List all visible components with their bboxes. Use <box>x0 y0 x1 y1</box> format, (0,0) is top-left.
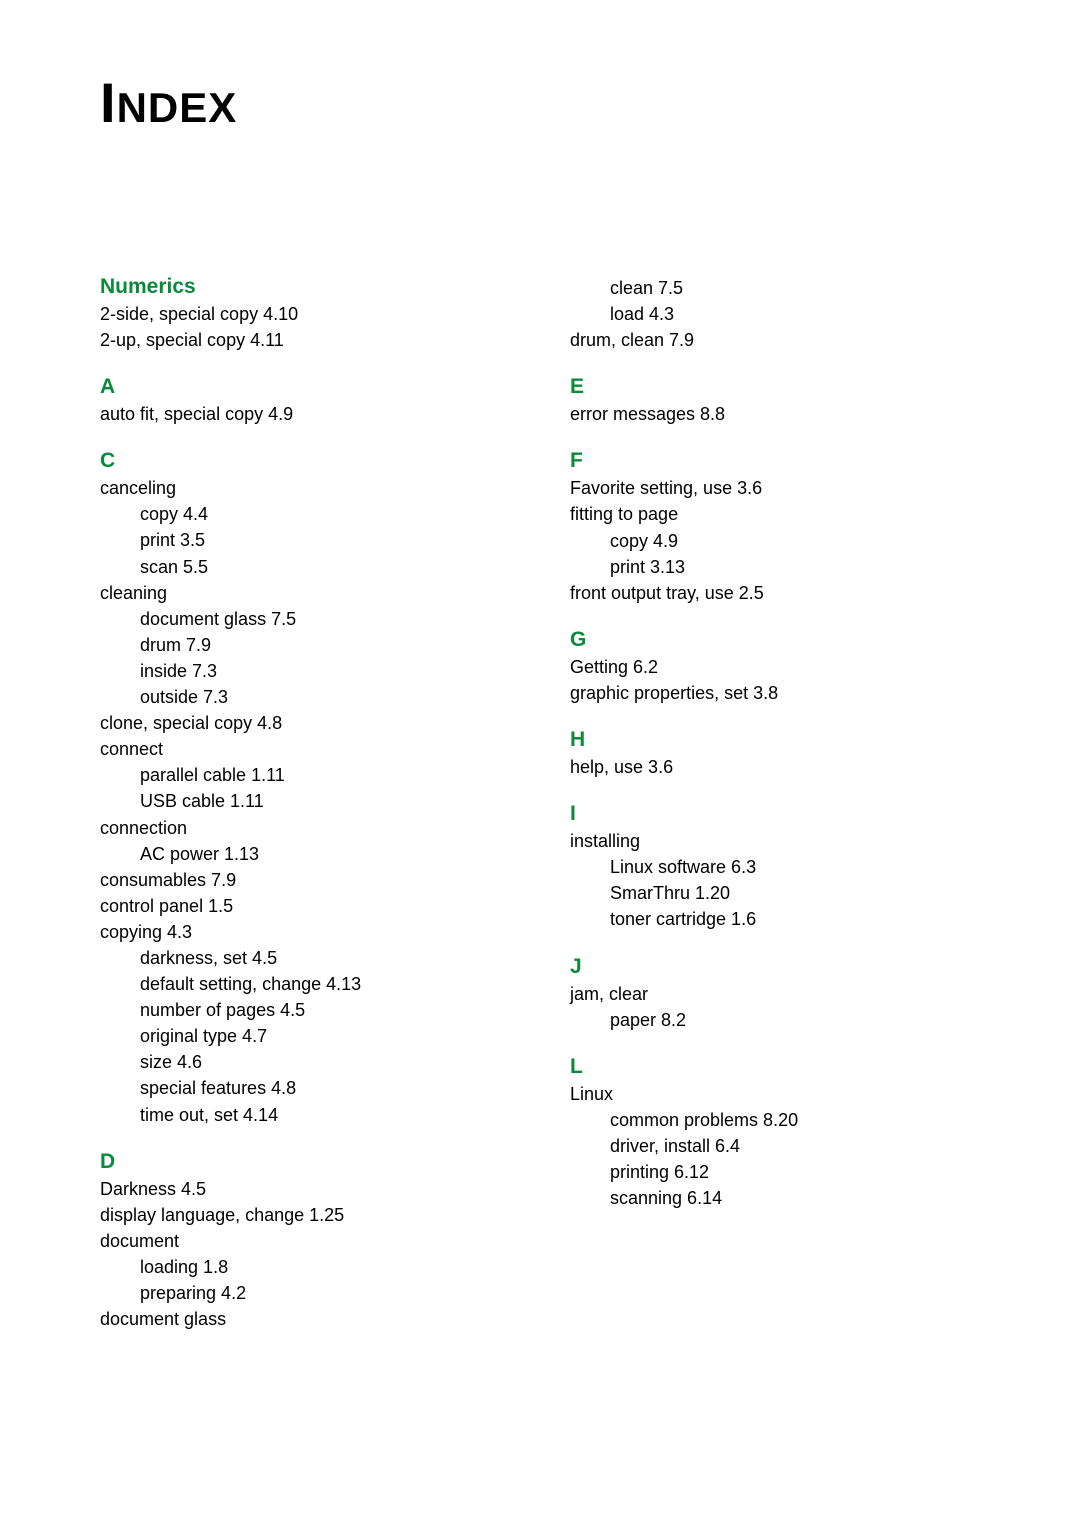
index-sub-entry: preparing 4.2 <box>100 1280 510 1306</box>
index-section-heading: F <box>570 449 980 473</box>
index-entry: help, use 3.6 <box>570 754 980 780</box>
index-entry: auto fit, special copy 4.9 <box>100 401 510 427</box>
index-sub-entry: loading 1.8 <box>100 1254 510 1280</box>
index-entry: clone, special copy 4.8 <box>100 710 510 736</box>
index-sub-entry: number of pages 4.5 <box>100 997 510 1023</box>
index-entry: front output tray, use 2.5 <box>570 580 980 606</box>
index-entry: copying 4.3 <box>100 919 510 945</box>
index-section-heading: C <box>100 449 510 473</box>
index-entry: document <box>100 1228 510 1254</box>
title-rest: NDEX <box>117 84 238 131</box>
index-sub-entry: copy 4.4 <box>100 501 510 527</box>
index-entry: connection <box>100 815 510 841</box>
index-entry: Linux <box>570 1081 980 1107</box>
index-entry: cleaning <box>100 580 510 606</box>
index-sub-entry: SmarThru 1.20 <box>570 880 980 906</box>
index-sub-entry: size 4.6 <box>100 1049 510 1075</box>
index-entry: Darkness 4.5 <box>100 1176 510 1202</box>
index-entry: 2-up, special copy 4.11 <box>100 327 510 353</box>
index-sub-entry: special features 4.8 <box>100 1075 510 1101</box>
index-section-heading: Numerics <box>100 275 510 299</box>
index-sub-entry: paper 8.2 <box>570 1007 980 1033</box>
index-sub-entry: print 3.5 <box>100 527 510 553</box>
index-entry: jam, clear <box>570 981 980 1007</box>
index-sub-entry: clean 7.5 <box>570 275 980 301</box>
index-section-heading: E <box>570 375 980 399</box>
index-sub-entry: USB cable 1.11 <box>100 788 510 814</box>
index-entry: connect <box>100 736 510 762</box>
index-entry: display language, change 1.25 <box>100 1202 510 1228</box>
index-entry: Favorite setting, use 3.6 <box>570 475 980 501</box>
index-entry: document glass <box>100 1306 510 1332</box>
index-entry: graphic properties, set 3.8 <box>570 680 980 706</box>
index-column-left: Numerics2-side, special copy 4.102-up, s… <box>100 275 510 1332</box>
index-sub-entry: common problems 8.20 <box>570 1107 980 1133</box>
index-sub-entry: printing 6.12 <box>570 1159 980 1185</box>
index-section-heading: L <box>570 1055 980 1079</box>
index-section-heading: D <box>100 1150 510 1174</box>
index-sub-entry: Linux software 6.3 <box>570 854 980 880</box>
index-sub-entry: darkness, set 4.5 <box>100 945 510 971</box>
index-sub-entry: scan 5.5 <box>100 554 510 580</box>
index-section-heading: A <box>100 375 510 399</box>
index-entry: control panel 1.5 <box>100 893 510 919</box>
index-sub-entry: scanning 6.14 <box>570 1185 980 1211</box>
index-entry: 2-side, special copy 4.10 <box>100 301 510 327</box>
index-entry: Getting 6.2 <box>570 654 980 680</box>
index-sub-entry: AC power 1.13 <box>100 841 510 867</box>
index-sub-entry: inside 7.3 <box>100 658 510 684</box>
index-sub-entry: original type 4.7 <box>100 1023 510 1049</box>
index-columns: Numerics2-side, special copy 4.102-up, s… <box>100 275 980 1332</box>
index-sub-entry: parallel cable 1.11 <box>100 762 510 788</box>
index-entry: fitting to page <box>570 501 980 527</box>
index-column-right: clean 7.5load 4.3drum, clean 7.9 Eerror m… <box>570 275 980 1332</box>
index-section-heading: I <box>570 802 980 826</box>
index-sub-entry: driver, install 6.4 <box>570 1133 980 1159</box>
index-section-heading: J <box>570 955 980 979</box>
index-sub-entry: toner cartridge 1.6 <box>570 906 980 932</box>
title-first-letter: I <box>100 71 117 134</box>
index-sub-entry: document glass 7.5 <box>100 606 510 632</box>
index-sub-entry: print 3.13 <box>570 554 980 580</box>
index-section-heading: H <box>570 728 980 752</box>
index-sub-entry: copy 4.9 <box>570 528 980 554</box>
index-entry: error messages 8.8 <box>570 401 980 427</box>
index-sub-entry: default setting, change 4.13 <box>100 971 510 997</box>
index-sub-entry: time out, set 4.14 <box>100 1102 510 1128</box>
index-section-heading: G <box>570 628 980 652</box>
index-sub-entry: outside 7.3 <box>100 684 510 710</box>
index-sub-entry: drum 7.9 <box>100 632 510 658</box>
index-entry: installing <box>570 828 980 854</box>
index-entry: drum, clean 7.9 <box>570 327 980 353</box>
page-title: INDEX <box>100 70 980 135</box>
index-entry: consumables 7.9 <box>100 867 510 893</box>
index-entry: canceling <box>100 475 510 501</box>
index-sub-entry: load 4.3 <box>570 301 980 327</box>
